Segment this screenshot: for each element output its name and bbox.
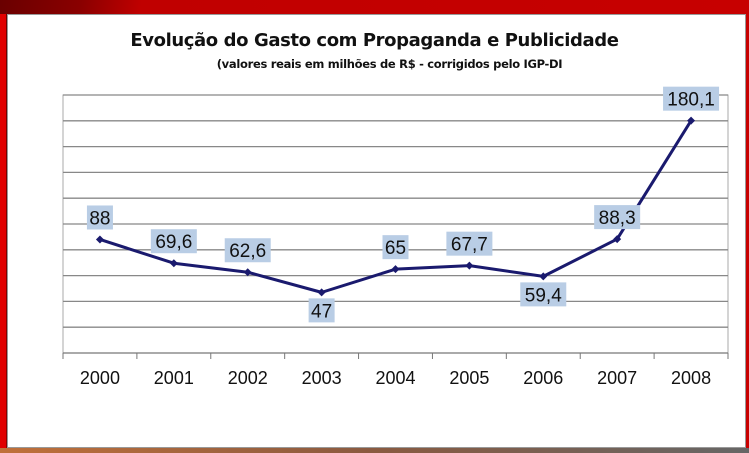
data-label: 59,4: [525, 285, 562, 306]
data-label-background: [308, 298, 335, 323]
x-tick-label: 2004: [375, 368, 415, 388]
data-point-marker: [465, 261, 474, 270]
data-label-background: [382, 235, 409, 260]
data-label: 47: [311, 301, 332, 322]
data-point-marker: [539, 272, 548, 281]
data-label-background: [150, 229, 197, 254]
data-label: 67,7: [451, 235, 488, 256]
data-label: 180,1: [667, 90, 715, 111]
chart-title: Evolução do Gasto com Propaganda e Publi…: [130, 30, 619, 51]
chart-subtitle: (valores reais em milhões de R$ - corrig…: [216, 57, 563, 71]
data-point-marker: [613, 235, 622, 244]
data-point-marker: [243, 268, 252, 277]
data-label: 88,3: [599, 208, 636, 229]
x-tick-label: 2007: [597, 368, 637, 388]
x-tick-label: 2006: [523, 368, 563, 388]
data-label-background: [520, 282, 567, 307]
x-tick-label: 2008: [671, 368, 711, 388]
data-point-marker: [95, 235, 104, 244]
data-label-background: [663, 86, 720, 111]
data-label: 62,6: [229, 241, 266, 262]
data-point-marker: [687, 116, 696, 125]
data-label-background: [86, 205, 113, 230]
data-label-background: [224, 238, 271, 263]
x-tick-label: 2001: [154, 368, 194, 388]
x-tick-label: 2000: [80, 368, 120, 388]
frame-left-edge: [0, 14, 6, 448]
data-point-marker: [317, 288, 326, 297]
x-tick-label: 2002: [228, 368, 268, 388]
data-label: 65: [385, 238, 406, 259]
data-label: 88: [89, 208, 110, 229]
data-label: 69,6: [155, 232, 192, 253]
data-label-background: [446, 231, 493, 256]
frame-bottom-strip: [0, 448, 749, 453]
data-label-background: [594, 205, 641, 230]
x-tick-label: 2003: [302, 368, 342, 388]
data-point-marker: [169, 259, 178, 268]
x-tick-label: 2005: [449, 368, 489, 388]
data-point-marker: [391, 265, 400, 274]
